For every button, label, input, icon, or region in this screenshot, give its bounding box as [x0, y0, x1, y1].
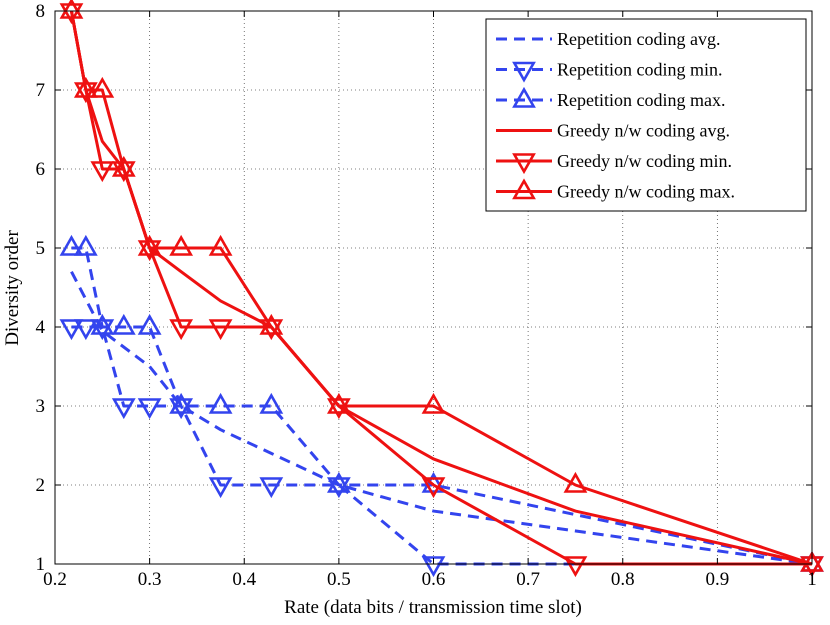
series-marker-2 [326, 477, 351, 499]
series-marker-6 [259, 313, 284, 335]
series-marker-6 [421, 392, 446, 414]
series-marker-5 [90, 161, 115, 183]
x-axis-label: Rate (data bits / transmission time slot… [284, 597, 582, 618]
series-marker-6 [563, 471, 588, 493]
x-tick-label: 0.5 [327, 569, 351, 590]
series-marker-2 [137, 398, 162, 420]
series-marker-6 [169, 234, 194, 256]
series-marker-6 [90, 76, 115, 98]
series-marker-6 [111, 155, 136, 177]
y-tick-label: 8 [36, 1, 46, 22]
legend-label-3: Repetition coding max. [557, 90, 725, 110]
series-marker-2 [111, 398, 136, 420]
y-tick-label: 3 [36, 396, 46, 417]
series-marker-6 [137, 234, 162, 256]
series-marker-6 [208, 234, 233, 256]
x-tick-label: 0.6 [422, 569, 446, 590]
series-marker-3 [111, 313, 136, 335]
x-tick-label: 0.8 [611, 569, 635, 590]
series-marker-5 [169, 319, 194, 341]
series-layer [59, 0, 824, 578]
legend-marker-3 [512, 86, 536, 108]
y-tick-label: 4 [36, 317, 46, 338]
legend-marker-2 [512, 61, 536, 83]
series-marker-2 [208, 477, 233, 499]
series-marker-3 [169, 392, 194, 414]
series-marker-5 [259, 319, 284, 341]
y-tick-label: 6 [36, 159, 46, 180]
series-line-3 [71, 246, 813, 566]
series-marker-6 [59, 0, 84, 19]
legend-label-4: Greedy n/w coding avg. [557, 121, 730, 141]
series-marker-5 [137, 240, 162, 262]
series-line-4 [69, 10, 813, 566]
series-marker-2 [259, 477, 284, 499]
series-marker-2 [421, 556, 446, 578]
legend-marker-5 [512, 153, 536, 175]
series-marker-5 [563, 556, 588, 578]
series-marker-2 [169, 398, 194, 420]
series-marker-3 [90, 313, 115, 335]
x-tick-label: 1 [807, 569, 817, 590]
series-marker-5 [111, 161, 136, 183]
series-marker-5 [59, 3, 84, 25]
series-marker-3 [59, 234, 84, 256]
series-marker-3 [259, 392, 284, 414]
x-tick-label: 0.9 [706, 569, 730, 590]
series-marker-3 [73, 234, 98, 256]
y-axis-label: Diversity order [2, 230, 23, 346]
y-tick-label: 1 [36, 554, 46, 575]
legend: Repetition coding avg. Repetition coding … [485, 18, 807, 212]
series-line-1 [70, 271, 813, 566]
series-marker-2 [59, 319, 84, 341]
legend-marker-6 [512, 178, 536, 200]
legend-label-1: Repetition coding avg. [557, 29, 720, 49]
legend-box [485, 18, 807, 212]
series-line-5 [69, 10, 812, 566]
series-marker-5 [421, 477, 446, 499]
series-marker-5 [208, 319, 233, 341]
series-marker-6 [73, 76, 98, 98]
legend-label-6: Greedy n/w coding max. [557, 182, 735, 202]
legend-label-2: Repetition coding min. [557, 60, 722, 80]
series-marker-5 [326, 398, 351, 420]
series-marker-3 [421, 471, 446, 493]
series-marker-3 [208, 392, 233, 414]
y-tick-label: 5 [36, 238, 46, 259]
x-tick-label: 0.3 [138, 569, 162, 590]
series-marker-2 [73, 319, 98, 341]
series-marker-2 [90, 319, 115, 341]
x-tick-label: 0.4 [232, 569, 256, 590]
y-tick-label: 7 [36, 80, 46, 101]
series-marker-3 [137, 313, 162, 335]
y-tick-label: 2 [36, 475, 46, 496]
series-line-6 [69, 10, 813, 566]
series-marker-3 [326, 471, 351, 493]
legend-label-5: Greedy n/w coding min. [557, 151, 732, 171]
x-tick-label: 0.2 [43, 569, 67, 590]
series-marker-6 [326, 392, 351, 414]
x-tick-label: 0.7 [516, 569, 540, 590]
ticks: 0.2 0.3 0.4 0.5 0.6 0.7 0.8 0.9 1 1 2 3 4 5 6 7 8 [36, 1, 817, 590]
series-marker-6 [800, 550, 824, 572]
